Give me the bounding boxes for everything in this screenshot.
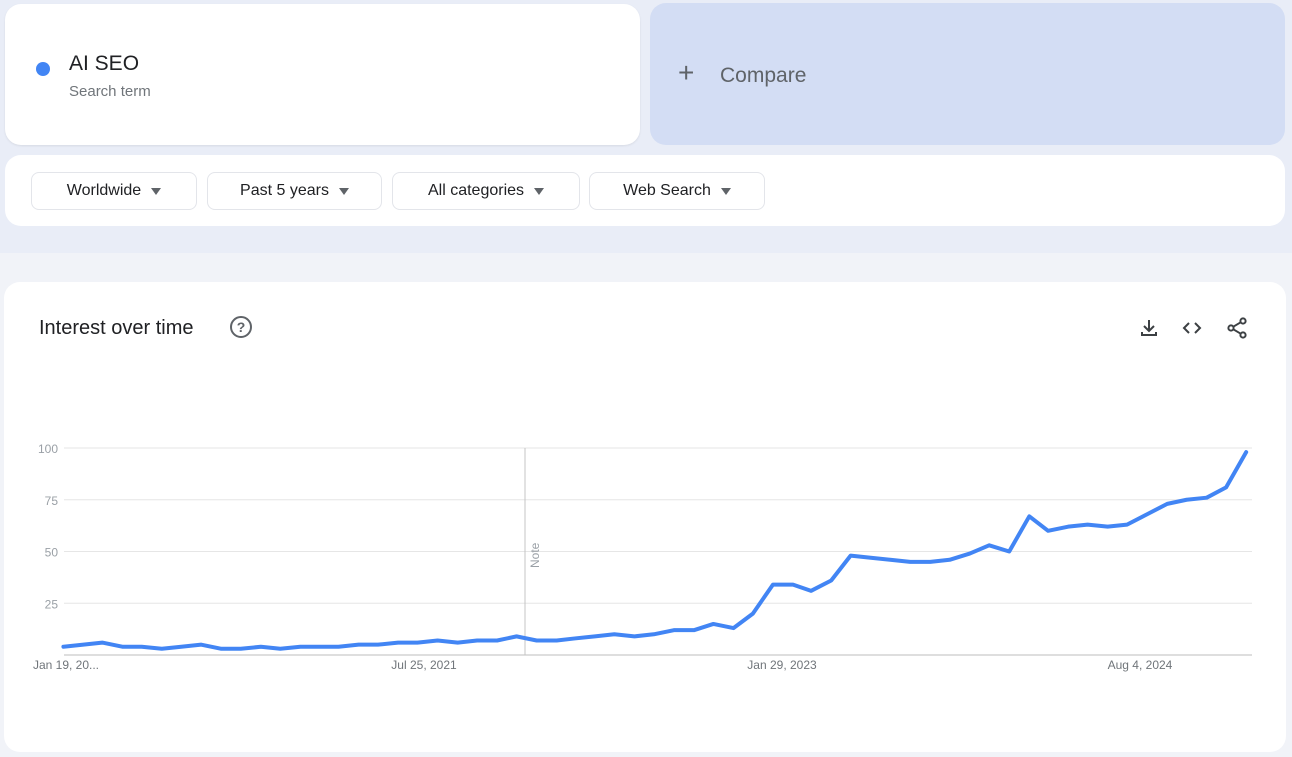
time-range-dropdown[interactable]: Past 5 years (207, 172, 382, 210)
y-tick-label: 50 (45, 546, 59, 560)
caret-down-icon (720, 187, 731, 195)
caret-down-icon (338, 187, 349, 195)
region-label: Worldwide (66, 182, 142, 199)
search-type-label: Web Search (623, 182, 711, 199)
note-label: Note (528, 542, 542, 568)
interest-over-time-panel: Interest over time ? (4, 282, 1286, 752)
filter-bar: Worldwide Past 5 years All categories We… (5, 155, 1285, 226)
region-dropdown[interactable]: Worldwide (31, 172, 197, 210)
share-icon[interactable] (1225, 316, 1249, 340)
series-color-dot (36, 62, 50, 76)
panel-title: Interest over time (39, 317, 194, 339)
caret-down-icon (534, 187, 545, 195)
time-range-label: Past 5 years (240, 182, 329, 199)
x-tick-label: Aug 4, 2024 (1108, 658, 1173, 672)
embed-code-icon[interactable] (1180, 316, 1204, 340)
y-tick-label: 75 (45, 494, 59, 508)
category-dropdown[interactable]: All categories (392, 172, 580, 210)
search-term-name[interactable]: AI SEO (69, 52, 140, 75)
series-line (61, 450, 1249, 651)
compare-label: Compare (720, 64, 807, 87)
x-tick-label: Jan 29, 2023 (747, 658, 817, 672)
search-term-subtitle: Search term (69, 83, 151, 100)
download-icon[interactable] (1137, 316, 1161, 340)
x-tick-label: Jan 19, 20... (33, 658, 99, 672)
y-tick-label: 25 (45, 597, 59, 611)
x-tick-label: Jul 25, 2021 (391, 658, 457, 672)
caret-down-icon (151, 187, 162, 195)
search-term-card[interactable]: AI SEO Search term (5, 4, 640, 145)
compare-button[interactable]: + Compare (650, 3, 1285, 145)
category-label: All categories (427, 182, 525, 199)
plus-icon: + (678, 57, 695, 88)
search-type-dropdown[interactable]: Web Search (589, 172, 765, 210)
y-tick-label: 100 (38, 442, 58, 456)
help-icon[interactable]: ? (230, 316, 252, 338)
